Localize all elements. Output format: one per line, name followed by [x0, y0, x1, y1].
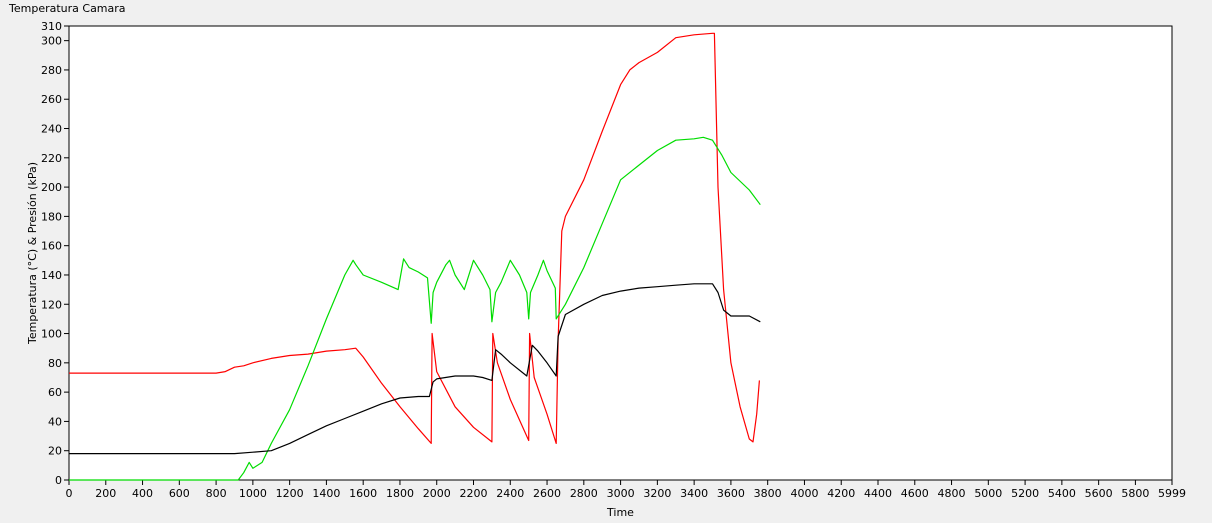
x-tick-label: 2400	[496, 487, 524, 500]
x-tick-label: 2800	[570, 487, 598, 500]
y-axis-ticks: 0 20 40 60 80 100 120 140 160 180 200 220 240 260 280 3…	[41, 20, 69, 487]
x-tick-label: 1200	[276, 487, 304, 500]
x-tick-label: 3200	[643, 487, 671, 500]
x-tick-label: 5400	[1048, 487, 1076, 500]
y-axis-label: Temperatura (°C) & Presión (kPa)	[26, 162, 39, 345]
x-axis-label: Time	[606, 506, 634, 519]
y-tick-label: 160	[41, 240, 62, 253]
y-tick-label: 0	[55, 474, 62, 487]
y-tick-label: 240	[41, 123, 62, 136]
x-tick-label: 5800	[1121, 487, 1149, 500]
x-tick-label: 3400	[680, 487, 708, 500]
y-tick-label: 200	[41, 181, 62, 194]
x-tick-label: 600	[169, 487, 190, 500]
x-tick-label: 3000	[607, 487, 635, 500]
x-tick-label: 5600	[1085, 487, 1113, 500]
y-tick-label: 60	[48, 386, 62, 399]
y-tick-label: 120	[41, 298, 62, 311]
series-line-2	[69, 136, 761, 481]
y-tick-label: 280	[41, 64, 62, 77]
x-tick-label: 2200	[460, 487, 488, 500]
y-tick-label: 180	[41, 210, 62, 223]
y-tick-label: 20	[48, 445, 62, 458]
x-tick-label: 5999	[1158, 487, 1186, 500]
x-tick-label: 800	[206, 487, 227, 500]
x-tick-label: 5000	[974, 487, 1002, 500]
x-tick-label: 400	[132, 487, 153, 500]
x-tick-label: 3800	[754, 487, 782, 500]
x-tick-label: 4400	[864, 487, 892, 500]
y-tick-label: 40	[48, 415, 62, 428]
x-tick-label: 4200	[827, 487, 855, 500]
plot-area	[68, 25, 1173, 481]
x-tick-label: 0	[66, 487, 73, 500]
y-tick-label: 310	[41, 20, 62, 33]
x-tick-label: 5200	[1011, 487, 1039, 500]
graph-title: Temperatura Camara	[9, 2, 126, 15]
x-tick-label: 2600	[533, 487, 561, 500]
y-tick-label: 80	[48, 357, 62, 370]
x-tick-label: 1400	[312, 487, 340, 500]
y-tick-label: 220	[41, 152, 62, 165]
x-tick-label: 1000	[239, 487, 267, 500]
series-line-3	[69, 283, 761, 455]
x-tick-label: 1600	[349, 487, 377, 500]
x-tick-label: 4600	[901, 487, 929, 500]
x-tick-label: 2000	[423, 487, 451, 500]
series-line-1	[69, 32, 760, 444]
x-tick-label: 3600	[717, 487, 745, 500]
y-tick-label: 260	[41, 93, 62, 106]
series-layer	[69, 32, 761, 481]
y-tick-label: 300	[41, 35, 62, 48]
y-tick-label: 140	[41, 269, 62, 282]
x-axis-ticks: 0 200 400 600 800 1000 1200 1400 1600 1800 2000 220…	[66, 480, 1186, 500]
x-tick-label: 1800	[386, 487, 414, 500]
y-tick-label: 100	[41, 328, 62, 341]
x-tick-label: 4800	[938, 487, 966, 500]
x-tick-label: 4000	[790, 487, 818, 500]
x-tick-label: 200	[95, 487, 116, 500]
